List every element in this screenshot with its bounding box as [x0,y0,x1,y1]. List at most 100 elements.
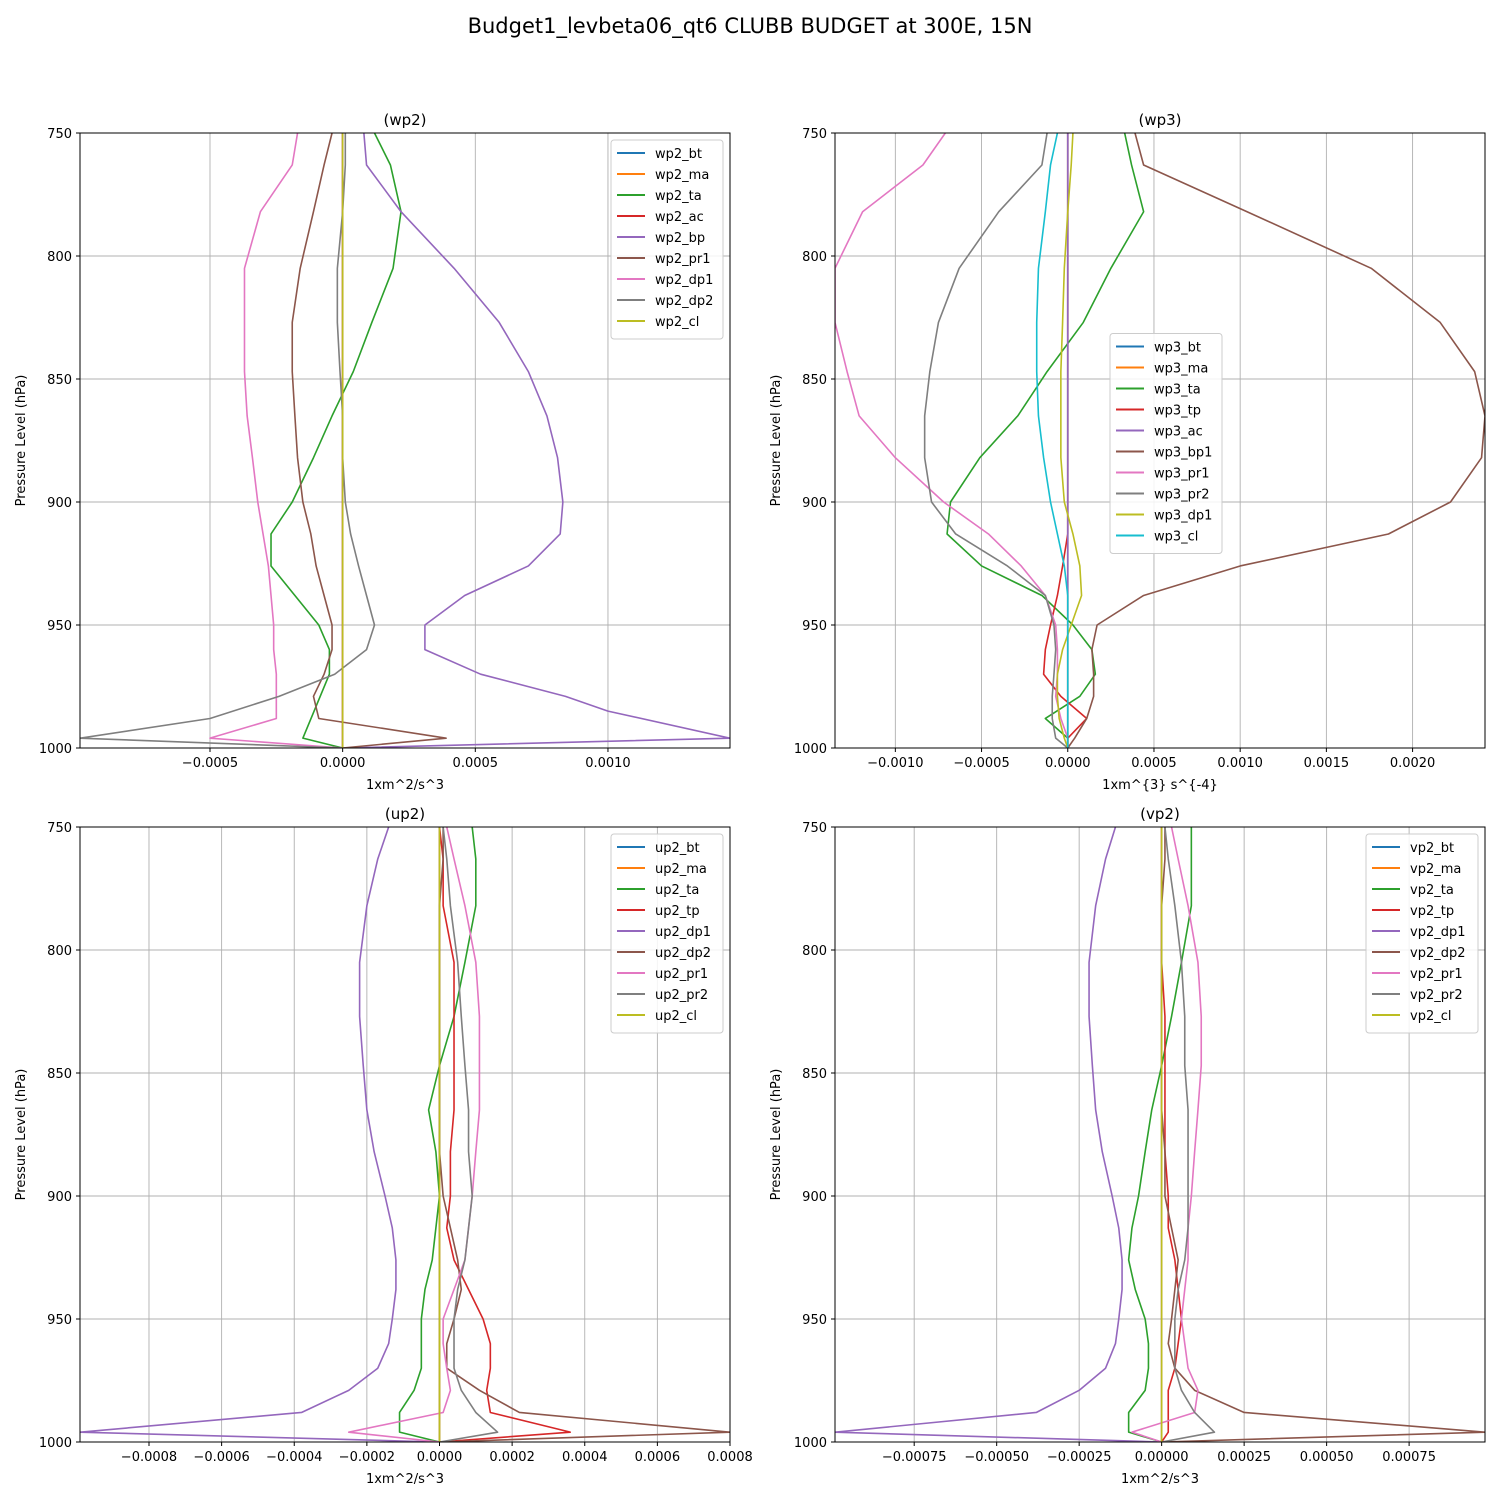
y-tick-label: 900 [47,496,72,511]
series-line-vp2_dp1 [835,827,1162,1442]
legend-label: wp3_bp1 [1154,446,1212,461]
x-axis-label: 1xm^2/s^3 [366,778,444,793]
y-tick-label: 900 [802,1190,827,1205]
legend-label: wp2_dp2 [655,294,713,309]
x-tick-label: −0.0004 [266,1450,322,1465]
legend-label: vp2_pr1 [1410,967,1463,982]
legend-label: wp2_pr1 [655,252,711,267]
y-tick-label: 950 [802,1313,827,1328]
legend-label: up2_pr1 [655,967,708,982]
legend-label: vp2_pr2 [1410,988,1463,1003]
legend-box [1365,833,1479,1034]
y-tick-label: 1000 [794,1436,827,1451]
legend-label: wp3_ta [1154,383,1201,398]
series-line-up2_dp1 [80,827,440,1442]
x-tick-label: 0.0000 [320,756,366,771]
x-tick-label: 0.00075 [1382,1450,1436,1465]
legend-label: wp2_bt [655,147,702,162]
y-tick-label: 1000 [39,742,72,757]
y-tick-label: 950 [47,619,72,634]
legend-label: wp2_ac [655,210,704,225]
legend-label: wp3_bt [1154,341,1201,356]
y-tick-label: 1000 [39,1436,72,1451]
series-line-up2_pr2 [439,827,499,1442]
x-tick-label: 0.00025 [1217,1450,1271,1465]
series-line-up2_tp [438,827,572,1442]
x-tick-label: 0.0000 [1045,756,1091,771]
legend: wp2_bt wp2_ma wp2_ta wp2_ac wp2_bp wp2_pr1 wp2… [610,139,724,340]
x-tick-label: 0.0008 [707,1450,753,1465]
y-tick-label: 750 [802,127,827,142]
axes-frame [79,826,731,1443]
y-axis-label: Pressure Level (hPa) [769,1069,784,1201]
subplot-3: −0.0008 −0.0006 −0.0004 −0.0002 0.0000 0.0002… [14,805,753,1487]
legend-label: wp2_dp1 [655,273,713,288]
legend-label: wp3_pr2 [1154,488,1210,503]
x-tick-label: 0.00050 [1300,1450,1354,1465]
y-tick-label: 800 [802,250,827,265]
axes-frame [79,132,731,749]
legend-label: wp2_ta [655,189,702,204]
series-line-wp3_ta [946,133,1145,748]
legend: vp2_bt vp2_ma vp2_ta vp2_tp vp2_dp1 vp2_dp2vp… [1365,833,1479,1034]
y-tick-label: 900 [47,1190,72,1205]
y-tick-label: 850 [802,1067,827,1082]
subplot-title: (vp2) [1140,805,1180,823]
legend-label: vp2_dp2 [1410,946,1466,961]
series-line-vp2_tp [1160,827,1183,1442]
legend-label: up2_dp1 [655,925,711,940]
series-line-wp2_dp2 [80,133,376,748]
x-tick-label: −0.00050 [964,1450,1029,1465]
series-line-wp3_pr2 [923,133,1069,748]
x-tick-label: 0.0000 [417,1450,463,1465]
y-tick-label: 750 [47,821,72,836]
legend-label: up2_cl [655,1009,697,1024]
x-tick-label: −0.0010 [867,756,923,771]
legend-label: wp3_pr1 [1154,467,1210,482]
legend-label: up2_ma [655,862,707,877]
x-tick-label: −0.0006 [193,1450,249,1465]
y-tick-label: 1000 [794,742,827,757]
x-tick-label: 0.0004 [562,1450,608,1465]
figure-title: Budget1_levbeta06_qt6 CLUBB BUDGET at 30… [467,14,1033,38]
subplot-2: −0.0010 −0.0005 0.0000 0.0005 0.0010 0.0015 0.… [769,111,1486,793]
legend-label: up2_dp2 [655,946,711,961]
subplot-1: −0.0005 0.0000 0.0005 0.0010 750 800 850 900 950… [14,111,731,793]
legend-label: wp2_bp [655,231,705,246]
legend-label: up2_pr2 [655,988,708,1003]
x-tick-label: 0.0015 [1304,756,1350,771]
legend-label: wp3_tp [1154,404,1201,419]
y-tick-label: 900 [802,496,827,511]
x-axis-label: 1xm^{3} s^{-4} [1102,778,1218,793]
y-tick-label: 800 [802,944,827,959]
axes-frame [834,132,1486,749]
x-tick-label: −0.0002 [339,1450,395,1465]
x-tick-label: 0.00000 [1135,1450,1189,1465]
series-line-wp2_bp [342,133,730,748]
series-line-wp3_cl [1035,133,1069,748]
legend: wp3_bt wp3_ma wp3_ta wp3_tp wp3_ac wp3_bp1 wp3… [1109,333,1223,554]
series-line-wp3_pr1 [835,133,1069,748]
legend-label: wp3_ac [1154,425,1203,440]
series-line-wp2_dp1 [209,133,343,748]
y-axis-label: Pressure Level (hPa) [769,375,784,507]
y-tick-label: 850 [47,373,72,388]
x-tick-label: −0.0005 [953,756,1009,771]
legend-label: up2_tp [655,904,700,919]
subplot-4: −0.00075 −0.00050 −0.00025 0.00000 0.00025 0.… [769,805,1486,1487]
y-tick-label: 750 [802,821,827,836]
x-tick-label: 0.0005 [453,756,499,771]
x-tick-label: 0.0005 [1131,756,1177,771]
series-line-wp2_ta [270,133,402,748]
series-line-wp3_tp [1042,133,1088,748]
x-tick-label: −0.00025 [1047,1450,1112,1465]
series-line-vp2_ta [1127,827,1193,1442]
legend-label: wp2_cl [655,315,699,330]
x-tick-label: −0.0005 [182,756,238,771]
series-line-vp2_pr2 [1161,827,1216,1442]
legend-label: vp2_tp [1410,904,1454,919]
x-tick-label: 0.0010 [585,756,631,771]
y-tick-label: 800 [47,250,72,265]
x-axis-label: 1xm^2/s^3 [1121,1472,1199,1487]
